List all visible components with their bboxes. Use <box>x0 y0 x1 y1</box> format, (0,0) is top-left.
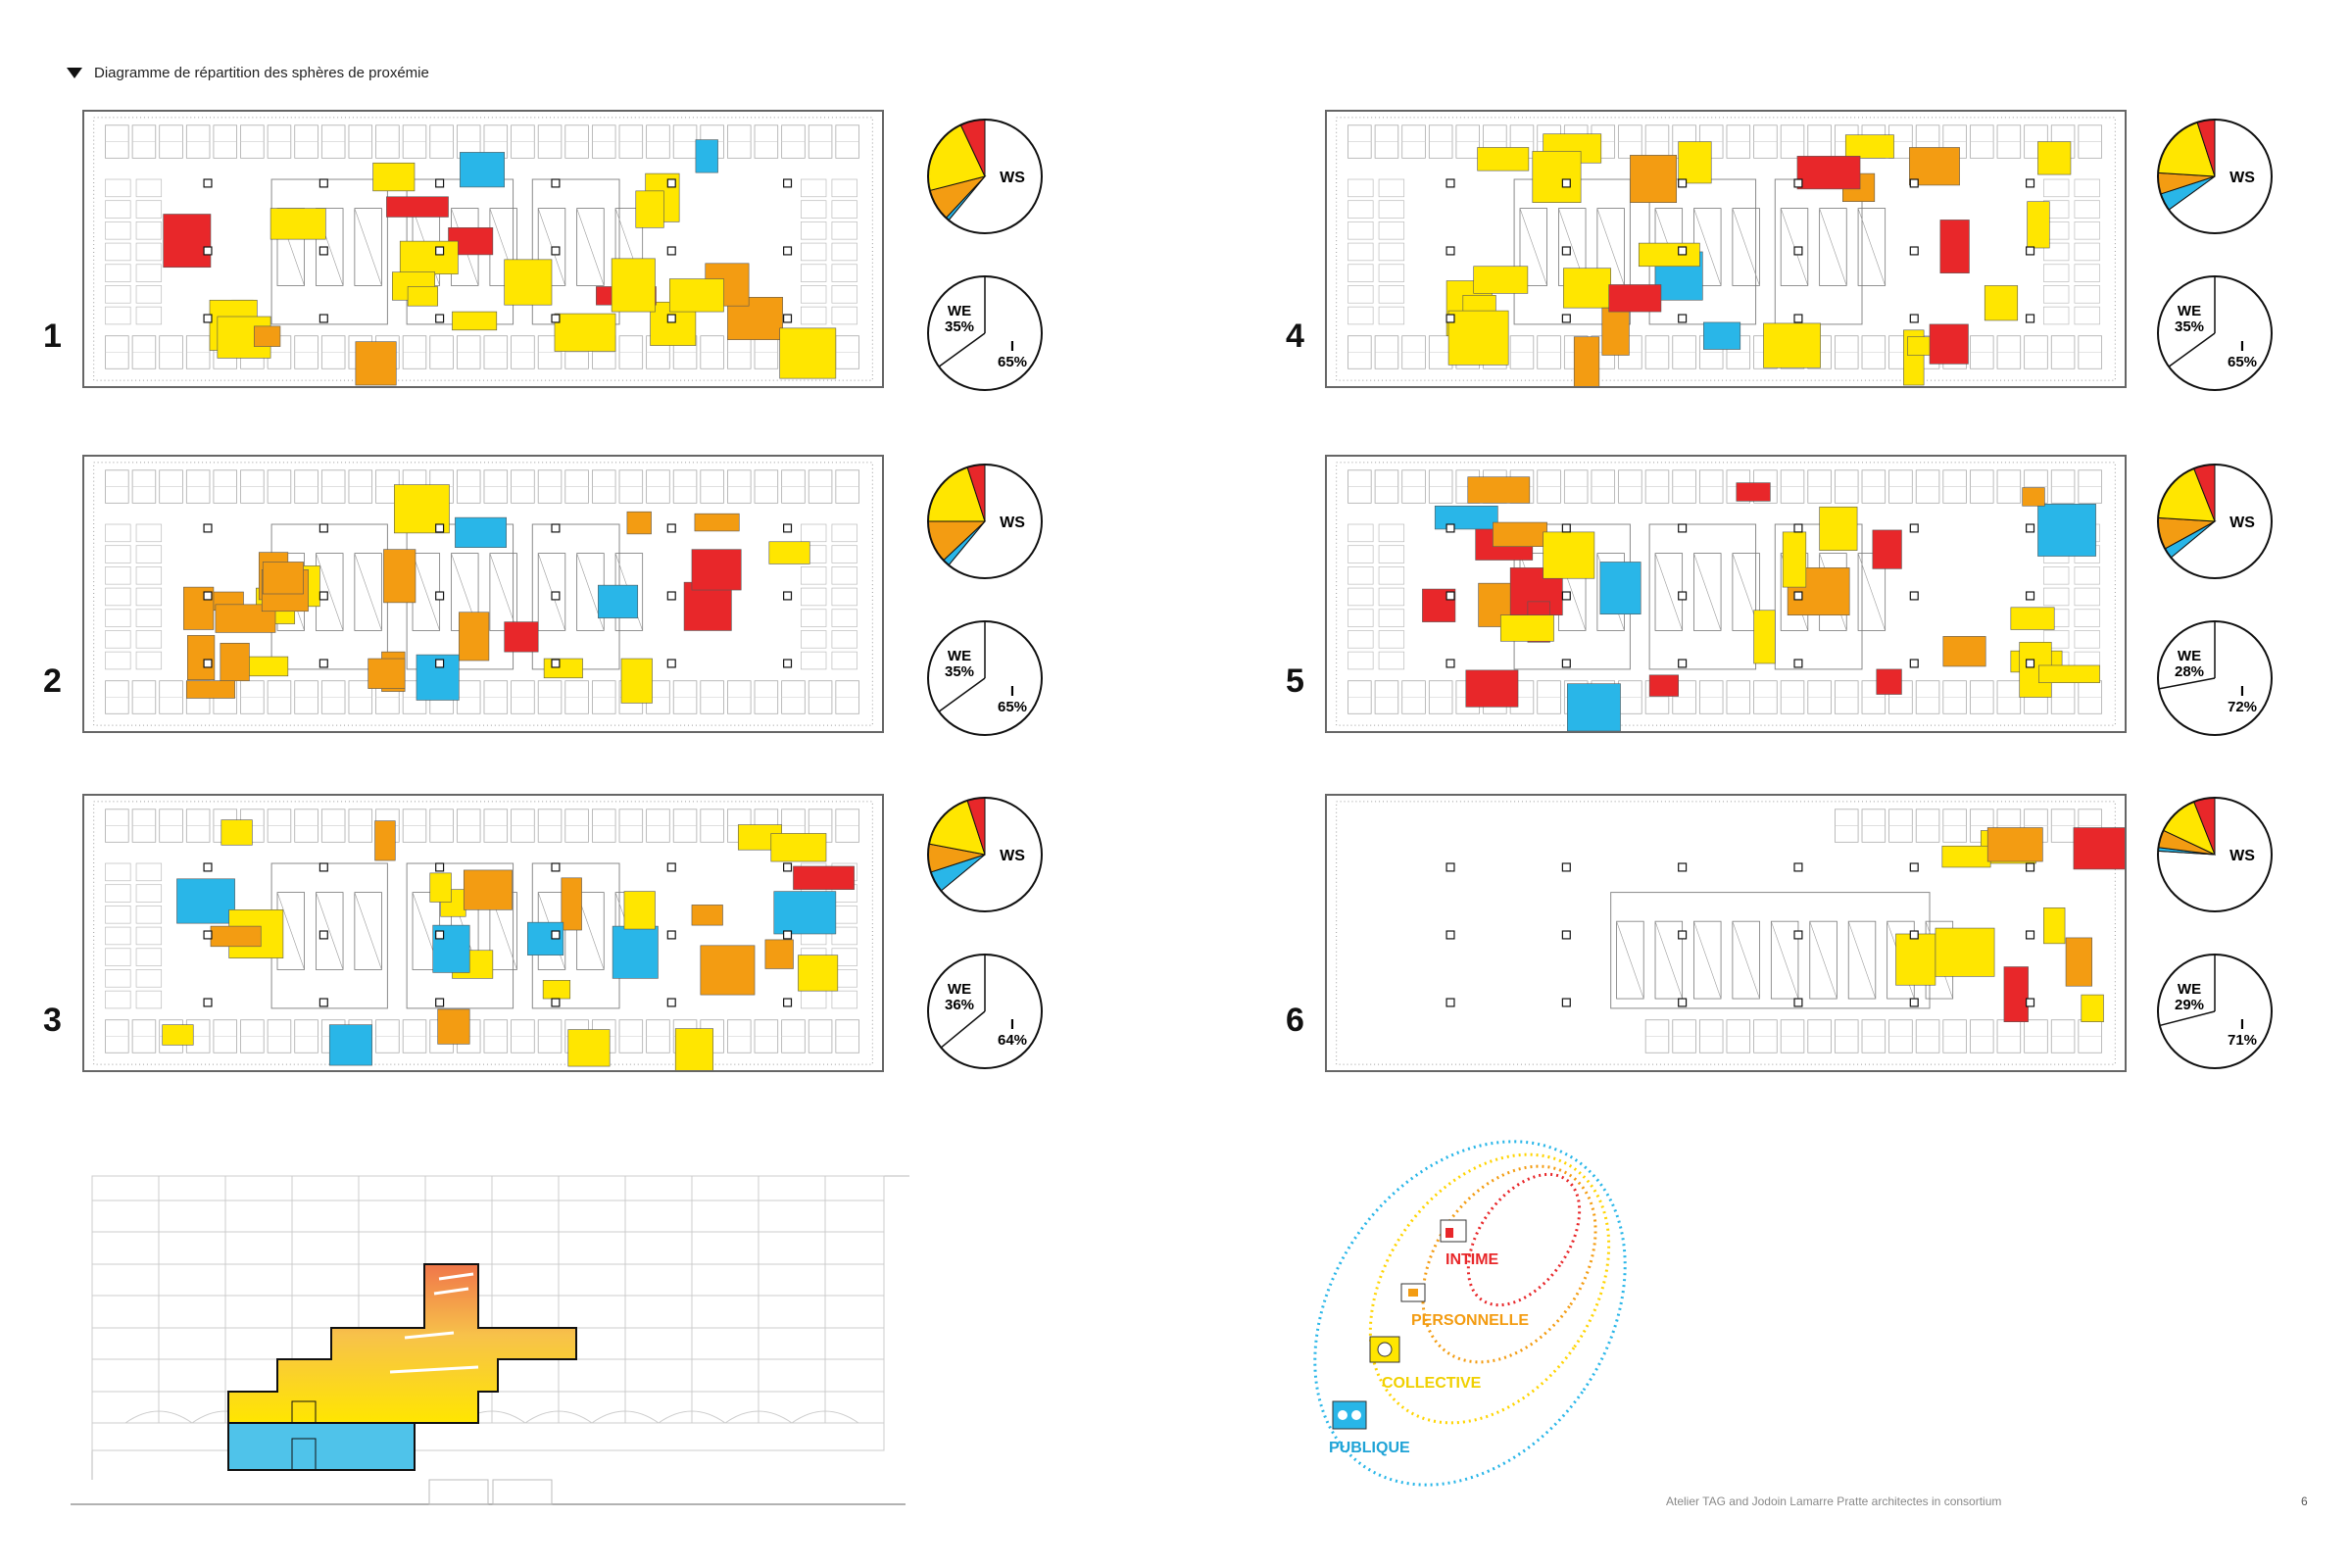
publique-icon <box>1332 1400 1367 1430</box>
floor-5-pies: WS WE 28% I 72% <box>2156 461 2293 779</box>
proxemic-spheres-legend: INTIME PERSONNELLE COLLECTIVE PUBLIQUE <box>1313 1140 1627 1487</box>
pie-we-label: WE <box>2178 303 2201 319</box>
floor-number-1: 1 <box>43 318 62 355</box>
pie-i-pct: 65% <box>998 354 1027 370</box>
floor-number-4: 4 <box>1286 318 1304 355</box>
pie-we-pct: 35% <box>945 663 974 680</box>
pie-ws-label: WS <box>2230 514 2255 531</box>
pie-i-label: I <box>2240 1016 2244 1033</box>
pie-we-pct: 35% <box>945 318 974 335</box>
footer-credit: Atelier TAG and Jodoin Lamarre Pratte ar… <box>1666 1494 2002 1508</box>
pie-we-label: WE <box>948 648 971 664</box>
pie-we-label: WE <box>2178 981 2201 998</box>
floor-3-pies: WS WE 36% I 64% <box>926 794 1063 1112</box>
pie-i-label: I <box>1010 683 1014 700</box>
floor-plan-5 <box>1325 455 2127 733</box>
pie-we-label: WE <box>948 303 971 319</box>
pie-i-pct: 65% <box>2228 354 2257 370</box>
pie-ws-label: WS <box>1000 514 1025 531</box>
floor-1-pies: WS WE 35% I 65% <box>926 116 1063 434</box>
legend-publique: PUBLIQUE <box>1329 1440 1410 1456</box>
pie-i-pct: 72% <box>2228 699 2257 715</box>
floor-4-pies: WS WE 35% I 65% <box>2156 116 2293 434</box>
collective-icon <box>1369 1336 1400 1363</box>
floor-plan-3 <box>82 794 884 1072</box>
pie-i-pct: 65% <box>998 699 1027 715</box>
pie-ws-label: WS <box>2230 848 2255 864</box>
legend-personnelle: PERSONNELLE <box>1411 1312 1529 1329</box>
pie-ws-label: WS <box>2230 170 2255 186</box>
pie-i-pct: 71% <box>2228 1032 2257 1049</box>
floor-2-pies: WS WE 35% I 65% <box>926 461 1063 779</box>
floor-6-pies: WS WE 29% I 71% <box>2156 794 2293 1112</box>
page-title: Diagramme de répartition des sphères de … <box>67 65 429 81</box>
page-number: 6 <box>2301 1494 2308 1508</box>
pie-ws-label: WS <box>1000 848 1025 864</box>
floor-plan-1 <box>82 110 884 388</box>
pie-i-pct: 64% <box>998 1032 1027 1049</box>
personnelle-icon <box>1400 1283 1426 1302</box>
legend-intime: INTIME <box>1446 1251 1499 1268</box>
pie-i-label: I <box>1010 1016 1014 1033</box>
pie-we-label: WE <box>948 981 971 998</box>
pie-we-pct: 29% <box>2175 997 2204 1013</box>
floor-number-3: 3 <box>43 1002 62 1039</box>
floor-plan-4 <box>1325 110 2127 388</box>
pie-i-label: I <box>1010 338 1014 355</box>
floor-number-6: 6 <box>1286 1002 1304 1039</box>
page-title-text: Diagramme de répartition des sphères de … <box>94 65 429 81</box>
pie-we-label: WE <box>2178 648 2201 664</box>
pie-we-pct: 35% <box>2175 318 2204 335</box>
pie-ws-label: WS <box>1000 170 1025 186</box>
floor-plan-6 <box>1325 794 2127 1072</box>
triangle-down-icon <box>67 68 82 78</box>
pie-i-label: I <box>2240 338 2244 355</box>
intime-icon <box>1440 1219 1467 1243</box>
floor-plan-2 <box>82 455 884 733</box>
pie-we-pct: 36% <box>945 997 974 1013</box>
floor-number-5: 5 <box>1286 662 1304 700</box>
pie-we-pct: 28% <box>2175 663 2204 680</box>
pie-i-label: I <box>2240 683 2244 700</box>
legend-collective: COLLECTIVE <box>1382 1375 1482 1392</box>
section-drawing <box>71 1175 906 1505</box>
floor-number-2: 2 <box>43 662 62 700</box>
